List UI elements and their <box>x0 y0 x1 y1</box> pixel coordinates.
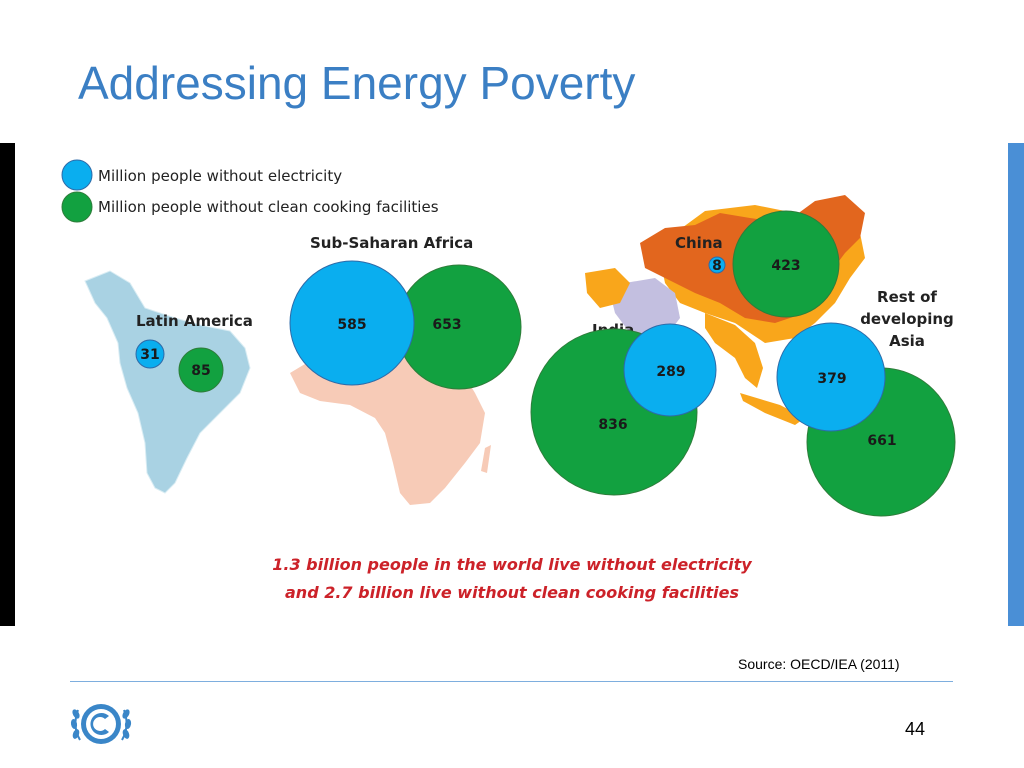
source-citation: Source: OECD/IEA (2011) <box>738 656 900 672</box>
left-side-bar <box>0 143 15 626</box>
legend-electricity-swatch <box>61 159 93 191</box>
latin-america-map-shape <box>84 270 251 494</box>
right-accent-bar <box>1008 143 1024 626</box>
headline-line-1: 1.3 billion people in the world live wit… <box>272 555 752 574</box>
southeast-asia-region <box>705 313 763 388</box>
legend-cooking-swatch <box>61 191 93 223</box>
africa-label: Sub-Saharan Africa <box>310 234 473 252</box>
china-cooking-value: 423 <box>771 258 800 274</box>
china-cooking-bubble <box>732 210 840 318</box>
madagascar-map-shape <box>481 445 491 473</box>
africa-electricity-value: 585 <box>337 317 366 333</box>
latin-america-group: Latin America 31 85 <box>84 270 253 494</box>
rest-of-asia-west <box>585 268 630 308</box>
latin-america-label: Latin America <box>136 312 253 330</box>
legend-electricity-label: Million people without electricity <box>98 167 342 185</box>
rest-of-asia-electricity-value: 379 <box>817 371 846 387</box>
energy-poverty-map-figure: Million people without electricity Milli… <box>15 143 1008 626</box>
footer-divider <box>70 681 953 682</box>
africa-group: Sub-Saharan Africa 585 653 <box>289 234 522 505</box>
india-electricity-value: 289 <box>656 364 685 380</box>
china-group: China 8 423 <box>675 210 840 318</box>
unfccc-logo <box>66 694 136 754</box>
page-number: 44 <box>905 719 926 739</box>
rest-of-asia-label-line2: developing <box>860 310 954 328</box>
rest-of-asia-label-line3: Asia <box>889 332 925 350</box>
rest-of-asia-cooking-value: 661 <box>867 433 896 449</box>
rest-of-asia-electricity-bubble <box>776 322 886 432</box>
latin-america-electricity-bubble <box>135 339 165 369</box>
legend-cooking-label: Million people without clean cooking fac… <box>98 198 439 216</box>
india-electricity-bubble <box>623 323 717 417</box>
indonesia-islands-1 <box>740 393 805 425</box>
rest-of-asia-group: Rest of developing Asia 379 661 <box>776 288 956 517</box>
china-electricity-bubble <box>708 256 726 274</box>
india-group: India 289 836 <box>530 321 717 496</box>
slide-title: Addressing Energy Poverty <box>78 57 636 109</box>
india-cooking-value: 836 <box>598 417 627 433</box>
africa-electricity-bubble <box>289 260 415 386</box>
china-label: China <box>675 234 723 252</box>
latin-america-electricity-value: 31 <box>140 347 159 363</box>
africa-cooking-value: 653 <box>432 317 461 333</box>
rest-of-asia-label-line1: Rest of <box>877 288 937 306</box>
latin-america-cooking-value: 85 <box>191 363 210 379</box>
latin-america-cooking-bubble <box>178 347 224 393</box>
china-electricity-value: 8 <box>712 258 722 274</box>
legend: Million people without electricity Milli… <box>61 159 439 223</box>
headline-line-2: and 2.7 billion live without clean cooki… <box>285 583 739 602</box>
africa-map-shape <box>290 353 485 505</box>
